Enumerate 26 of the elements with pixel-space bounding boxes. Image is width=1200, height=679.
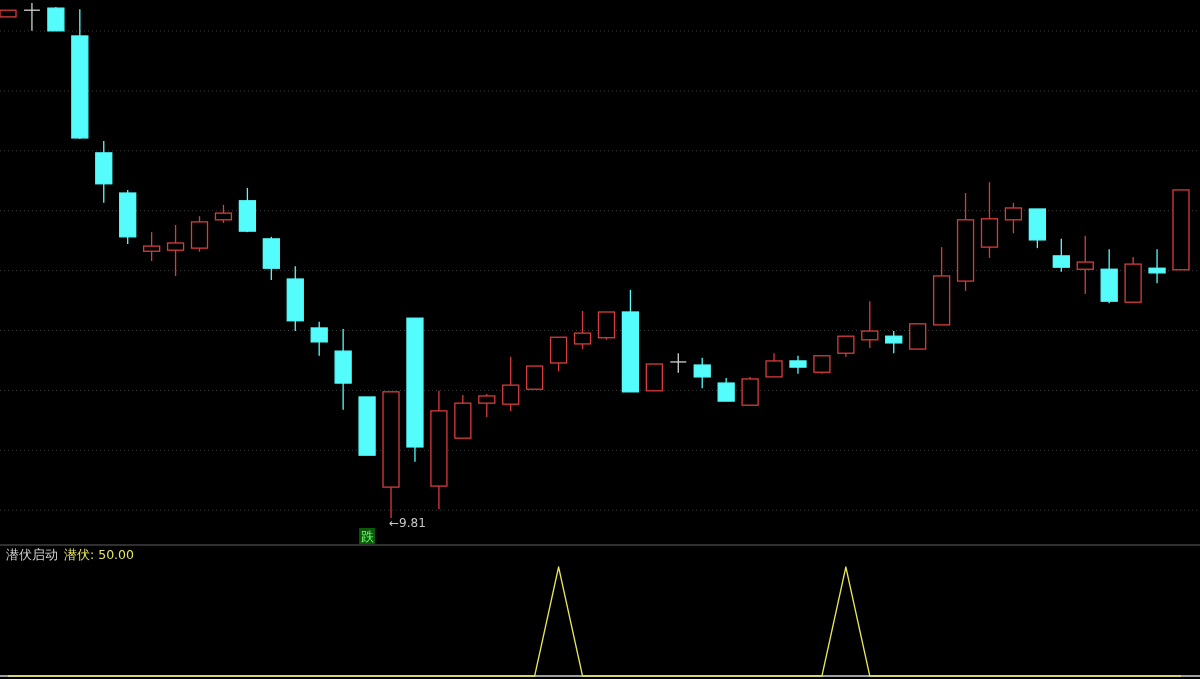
- text: 潜伏: 50.00: [64, 547, 135, 562]
- candlestick: [813, 355, 831, 375]
- candlestick: [717, 377, 735, 402]
- candlestick: [214, 204, 233, 224]
- candlestick: [526, 365, 544, 390]
- candlestick: [142, 231, 161, 262]
- candlestick: [669, 352, 687, 374]
- annotation: ←9.81: [389, 516, 426, 530]
- candlestick: [573, 310, 592, 350]
- candlestick: [789, 355, 807, 375]
- candlestick: [1004, 202, 1023, 234]
- candlestick: [47, 6, 65, 32]
- candlestick: [861, 300, 879, 349]
- candlestick: [478, 393, 496, 418]
- candlestick: [1148, 248, 1166, 284]
- candlestick: [166, 224, 185, 277]
- candlestick: [837, 335, 855, 358]
- candlestick: [693, 357, 711, 389]
- text: 跌: [360, 529, 374, 544]
- candlestick: [885, 330, 903, 354]
- candlestick: [1052, 238, 1070, 273]
- candlestick: [1076, 235, 1094, 295]
- candlestick: [310, 321, 328, 357]
- candlestick: [765, 352, 783, 378]
- chart-title: 潜伏启动: [6, 547, 58, 562]
- candlestick: [502, 356, 520, 412]
